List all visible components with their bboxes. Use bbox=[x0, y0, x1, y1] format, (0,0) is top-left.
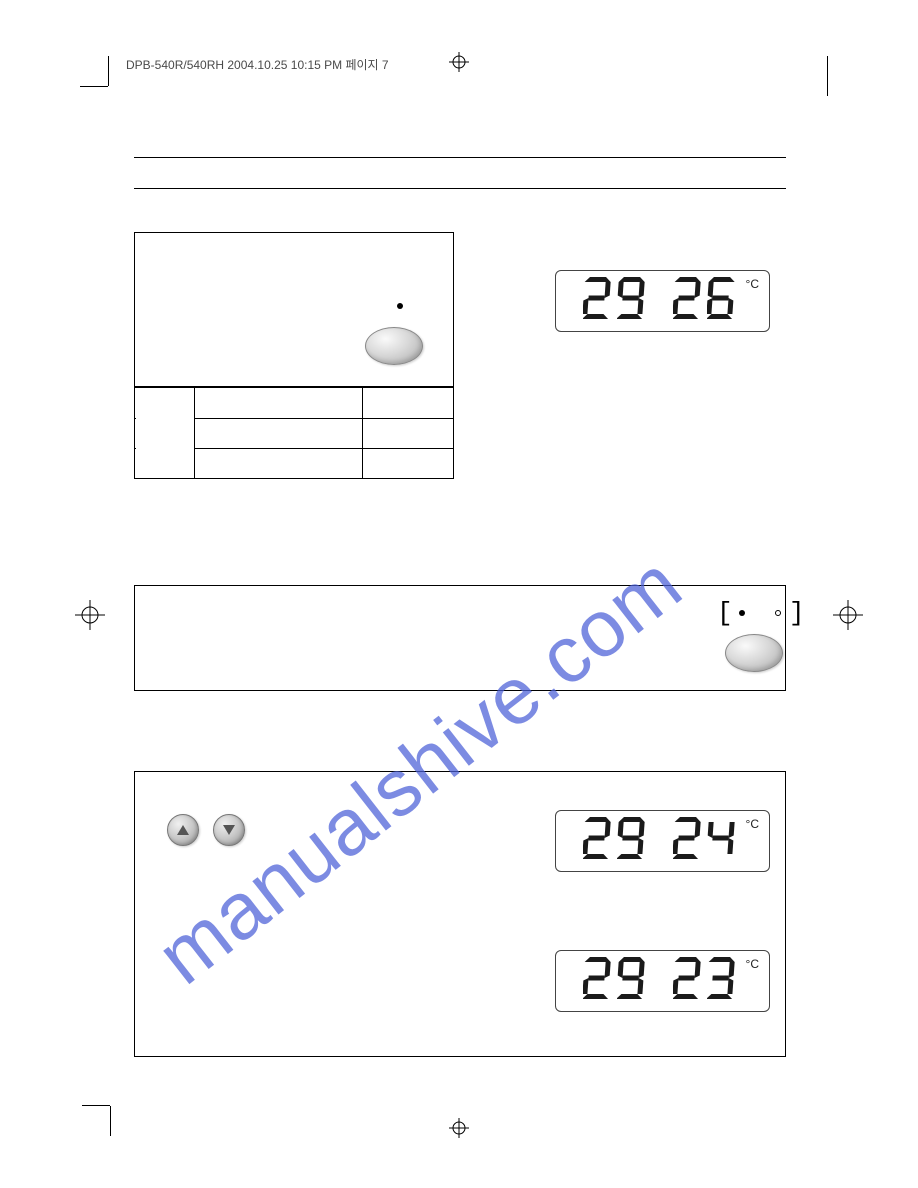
table-cell bbox=[195, 449, 363, 478]
crop-mark bbox=[108, 56, 109, 86]
lcd-digits bbox=[570, 957, 755, 1004]
page-header-text: DPB-540R/540RH 2004.10.25 10:15 PM 페이지 7 bbox=[126, 56, 389, 73]
divider bbox=[134, 188, 786, 189]
bracket-right-icon: ] bbox=[789, 598, 805, 628]
registration-mark-icon bbox=[449, 52, 469, 72]
registration-mark-icon bbox=[833, 600, 863, 630]
lcd-display-3a: °C bbox=[555, 810, 770, 872]
panel-2: [ ] bbox=[134, 585, 786, 691]
oval-button[interactable] bbox=[725, 634, 783, 672]
lcd-unit-label: °C bbox=[746, 957, 759, 971]
lcd-digits bbox=[570, 277, 755, 324]
triangle-down-icon bbox=[222, 824, 236, 836]
crop-mark bbox=[82, 1105, 110, 1106]
crop-mark bbox=[110, 1106, 111, 1136]
spec-table bbox=[134, 387, 454, 479]
panel-1 bbox=[134, 232, 454, 387]
crop-mark bbox=[827, 56, 828, 96]
triangle-up-icon bbox=[176, 824, 190, 836]
crop-mark bbox=[80, 86, 108, 87]
table-cell bbox=[195, 388, 363, 418]
lcd-unit-label: °C bbox=[746, 817, 759, 831]
indicator-dot-hollow-icon bbox=[775, 610, 781, 616]
down-button[interactable] bbox=[213, 814, 245, 846]
lcd-display-3b: °C bbox=[555, 950, 770, 1012]
lcd-unit-label: °C bbox=[746, 277, 759, 291]
table-cell bbox=[363, 419, 453, 448]
lcd-display-1: °C bbox=[555, 270, 770, 332]
bracket-left-icon: [ bbox=[717, 598, 733, 628]
table-cell bbox=[363, 449, 453, 478]
registration-mark-icon bbox=[75, 600, 105, 630]
indicator-dot-icon bbox=[397, 303, 403, 309]
table-cell bbox=[195, 419, 363, 448]
registration-mark-icon bbox=[449, 1118, 469, 1138]
table-merged-cell bbox=[136, 389, 194, 477]
indicator-dot-filled-icon bbox=[739, 610, 745, 616]
table-cell bbox=[363, 388, 453, 418]
oval-button[interactable] bbox=[365, 327, 423, 365]
divider bbox=[134, 157, 786, 158]
lcd-digits bbox=[570, 817, 755, 864]
up-button[interactable] bbox=[167, 814, 199, 846]
